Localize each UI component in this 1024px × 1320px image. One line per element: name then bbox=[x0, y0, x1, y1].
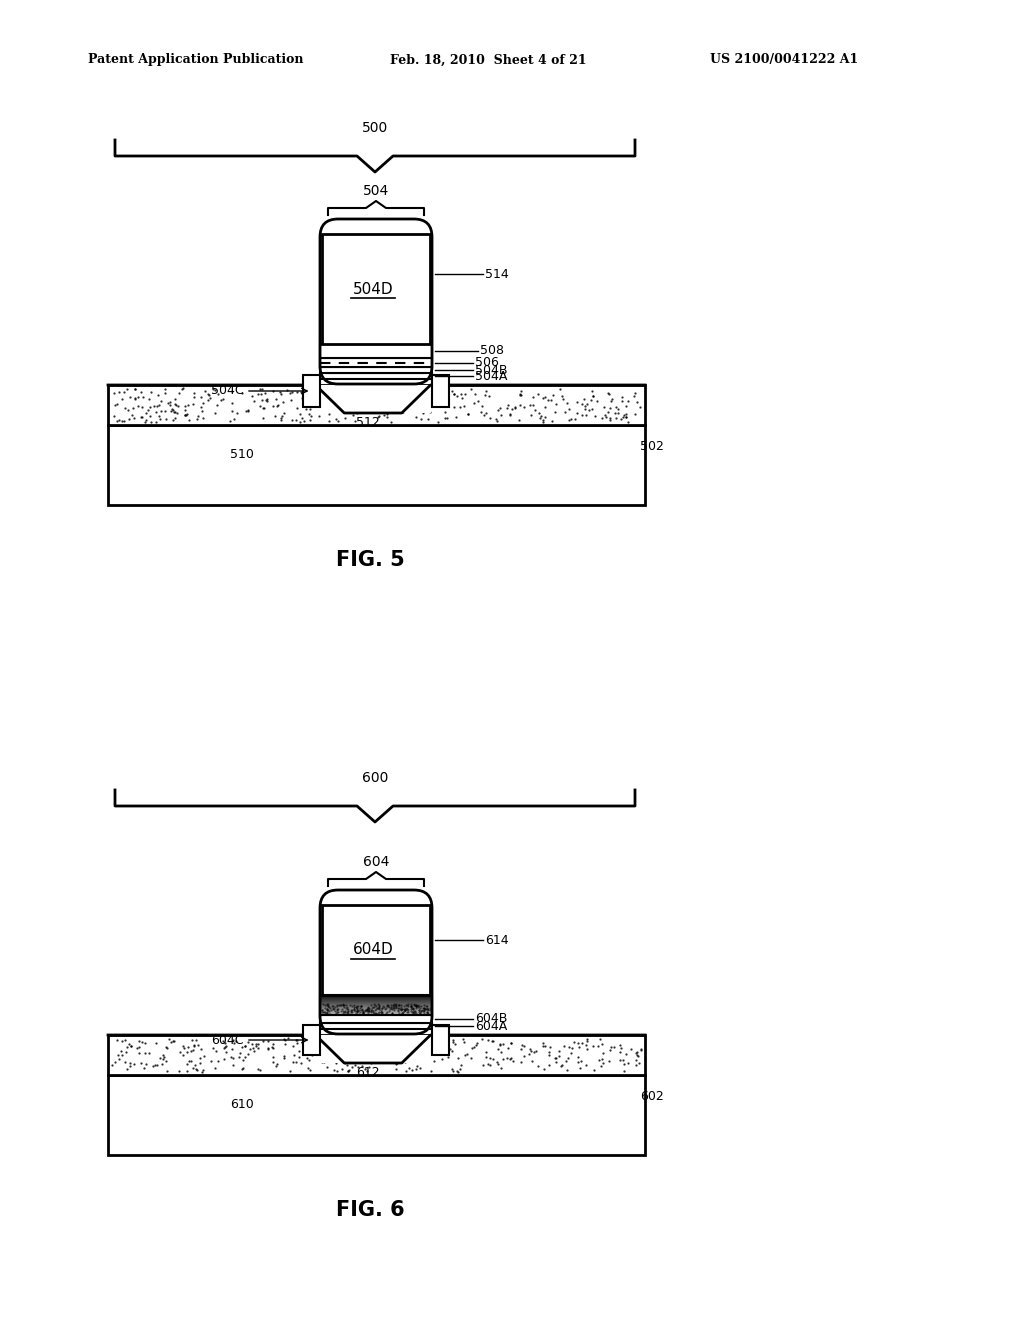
Text: 504: 504 bbox=[362, 183, 389, 198]
Bar bbox=[322, 234, 430, 345]
Text: Patent Application Publication: Patent Application Publication bbox=[88, 54, 303, 66]
Text: 604: 604 bbox=[362, 855, 389, 869]
Bar bbox=[108, 385, 645, 425]
Bar bbox=[108, 1035, 645, 1074]
Bar bbox=[108, 1074, 645, 1155]
Bar bbox=[319, 995, 432, 1015]
Text: 508: 508 bbox=[480, 345, 504, 358]
Text: 602: 602 bbox=[640, 1090, 664, 1104]
Text: 504B: 504B bbox=[475, 363, 508, 376]
Text: 504D: 504D bbox=[352, 281, 393, 297]
Text: 512: 512 bbox=[356, 417, 380, 429]
Text: 504A: 504A bbox=[475, 370, 507, 383]
Bar bbox=[108, 425, 645, 506]
Text: 506: 506 bbox=[475, 356, 499, 370]
Text: 514: 514 bbox=[485, 268, 509, 281]
Bar bbox=[303, 1026, 319, 1055]
Bar bbox=[319, 345, 432, 358]
Text: Feb. 18, 2010  Sheet 4 of 21: Feb. 18, 2010 Sheet 4 of 21 bbox=[390, 54, 587, 66]
Text: 604A: 604A bbox=[475, 1019, 507, 1032]
Text: 510: 510 bbox=[230, 449, 254, 462]
Text: 610: 610 bbox=[230, 1098, 254, 1111]
Bar bbox=[315, 1035, 430, 1063]
Text: 604B: 604B bbox=[475, 1012, 507, 1026]
Bar bbox=[319, 1023, 432, 1030]
Text: 612: 612 bbox=[356, 1067, 380, 1080]
Bar bbox=[319, 367, 432, 374]
Text: FIG. 6: FIG. 6 bbox=[336, 1200, 404, 1220]
Text: 604C: 604C bbox=[212, 1034, 244, 1047]
Bar bbox=[303, 375, 319, 407]
Text: 600: 600 bbox=[361, 771, 388, 785]
Text: FIG. 5: FIG. 5 bbox=[336, 550, 404, 570]
Text: 504C: 504C bbox=[211, 384, 244, 397]
Bar bbox=[319, 1015, 432, 1023]
Text: US 2100/0041222 A1: US 2100/0041222 A1 bbox=[710, 54, 858, 66]
Bar bbox=[319, 358, 432, 367]
Text: 614: 614 bbox=[485, 933, 509, 946]
Bar bbox=[315, 385, 430, 413]
Text: 500: 500 bbox=[361, 121, 388, 135]
Text: 502: 502 bbox=[640, 441, 664, 454]
Bar bbox=[432, 375, 449, 407]
Bar bbox=[319, 374, 432, 379]
Bar bbox=[432, 1026, 449, 1055]
Text: 604D: 604D bbox=[352, 942, 393, 957]
Bar bbox=[322, 906, 430, 995]
